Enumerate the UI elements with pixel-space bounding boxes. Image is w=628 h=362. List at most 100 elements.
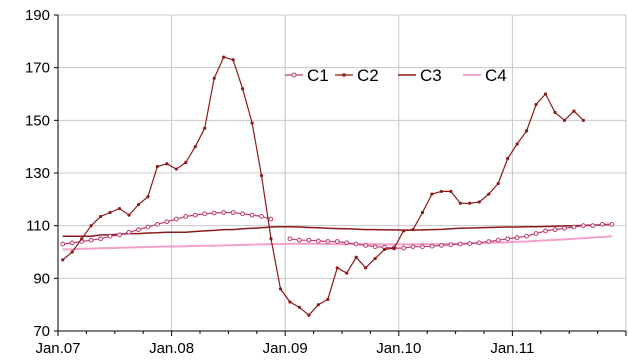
x-tick-label: Jan.08 (149, 340, 194, 357)
series-line-c4 (62, 235, 612, 251)
point-c2 (259, 174, 264, 178)
point-c2 (411, 228, 415, 232)
point-c1 (315, 238, 321, 244)
point-c1 (221, 210, 227, 215)
point-c1 (126, 229, 132, 235)
point-c1 (230, 210, 236, 215)
point-c1 (439, 243, 444, 248)
point-c2 (241, 87, 245, 91)
point-c1 (552, 227, 558, 233)
point-c2 (543, 92, 548, 96)
point-c2 (193, 145, 197, 149)
x-tick-label: Jan.07 (35, 340, 80, 357)
x-tick-label: Jan.11 (490, 340, 534, 357)
point-c1 (514, 235, 520, 240)
x-tick-label: Jan.10 (376, 340, 421, 357)
point-c2 (401, 229, 406, 233)
point-c1 (164, 219, 170, 225)
point-c2 (392, 246, 396, 250)
point-c1 (543, 228, 548, 234)
point-c1 (495, 237, 501, 243)
point-c1 (60, 241, 66, 247)
point-c2 (420, 210, 425, 215)
point-c2 (449, 189, 453, 194)
y-tick-label: 170 (25, 60, 50, 77)
point-c2 (269, 237, 273, 241)
point-c2 (326, 297, 330, 301)
point-c2 (127, 213, 131, 217)
point-c1 (363, 243, 369, 248)
legend-label-c3: C3 (420, 66, 442, 85)
point-c1 (306, 237, 312, 243)
point-c1 (420, 244, 425, 250)
legend-label-c4: C4 (485, 66, 507, 85)
point-c2 (136, 203, 141, 207)
point-c1 (448, 242, 454, 248)
point-c2 (250, 121, 254, 125)
point-c1 (476, 240, 482, 246)
point-c2 (222, 55, 226, 59)
point-c1 (599, 221, 605, 227)
point-c1 (372, 244, 378, 250)
point-c1 (211, 210, 217, 216)
point-c1 (590, 223, 596, 229)
legend-marker-c2 (342, 73, 346, 77)
point-c2 (307, 313, 311, 317)
point-c1 (571, 224, 577, 230)
point-c2 (184, 160, 188, 165)
point-c1 (145, 224, 151, 230)
point-c1 (562, 225, 567, 231)
x-tick-label: Jan.09 (263, 340, 308, 357)
legend-label-c1: C1 (307, 66, 329, 85)
point-c1 (173, 216, 179, 222)
point-c1 (88, 237, 94, 243)
point-c2 (439, 189, 443, 194)
series-line-c2 (62, 56, 584, 316)
point-c2 (364, 266, 368, 270)
point-c2 (335, 266, 339, 270)
point-c2 (345, 271, 349, 275)
point-c1 (249, 212, 255, 218)
point-c1 (240, 211, 246, 217)
point-c2 (496, 181, 500, 186)
point-c2 (70, 250, 74, 254)
point-c2 (231, 58, 235, 62)
point-c1 (457, 241, 463, 247)
point-c2 (430, 192, 434, 196)
point-c1 (353, 241, 359, 247)
point-c1 (107, 233, 113, 239)
y-tick-label: 190 (25, 7, 50, 24)
legend-label-c2: C2 (357, 66, 379, 85)
point-c1 (609, 221, 615, 227)
point-c2 (146, 195, 150, 199)
series-line-c3 (62, 223, 612, 237)
point-c2 (80, 237, 84, 241)
point-c1 (259, 214, 264, 219)
point-c1 (467, 241, 473, 246)
point-c1 (297, 237, 302, 243)
point-c2 (99, 214, 103, 219)
point-c2 (477, 200, 481, 204)
point-c1 (429, 243, 435, 249)
point-c2 (297, 305, 301, 309)
point-c2 (553, 110, 557, 115)
point-c2 (562, 118, 567, 122)
point-c1 (69, 240, 75, 246)
point-c2 (572, 109, 576, 113)
point-c2 (581, 118, 586, 122)
point-c2 (373, 256, 377, 261)
point-c2 (383, 247, 387, 251)
point-c1 (401, 245, 406, 251)
point-c1 (533, 231, 539, 236)
point-c1 (486, 239, 492, 244)
point-c1 (117, 232, 122, 238)
point-c1 (183, 214, 189, 219)
point-c1 (505, 236, 511, 242)
point-c2 (506, 156, 510, 161)
point-c2 (108, 210, 112, 215)
y-tick-label: 130 (25, 165, 50, 182)
point-c2 (155, 164, 159, 169)
point-c1 (524, 233, 529, 239)
point-c2 (515, 142, 519, 146)
